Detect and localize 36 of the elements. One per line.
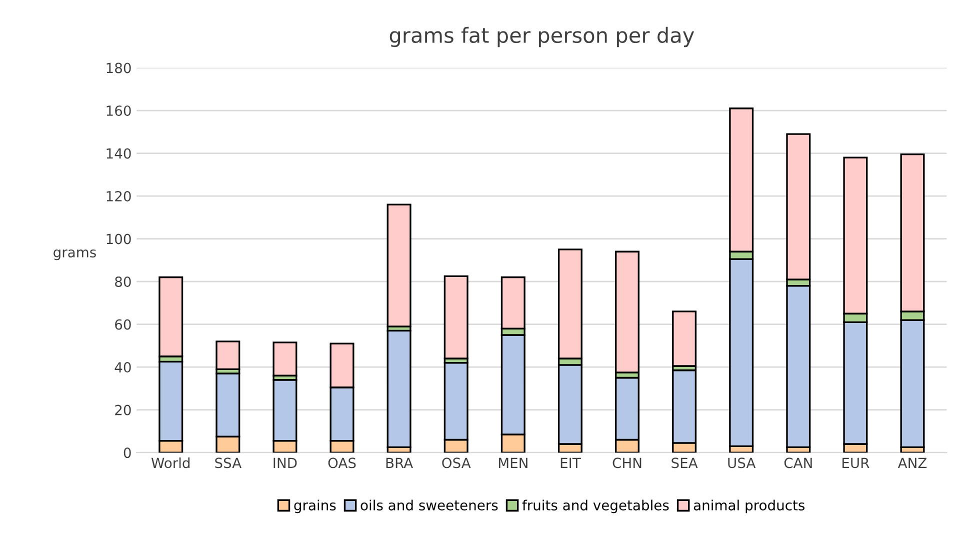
x-tick-label: BRA [386, 458, 414, 468]
x-tick-label: ANZ [898, 458, 927, 468]
x-tick-label: EUR [842, 458, 870, 468]
chart-title: grams fat per person per day [390, 26, 694, 48]
y-tick-label: 140 [106, 148, 131, 159]
bar [386, 330, 412, 448]
x-tick-label: IND [274, 458, 297, 468]
x-tick-label: MEN [498, 458, 528, 468]
bar [216, 340, 240, 370]
x-tick-label: CHN [612, 458, 642, 468]
legend-label: grains [294, 500, 336, 514]
x-tick-label: EIT [560, 458, 581, 468]
y-tick-label: 160 [106, 105, 131, 116]
y-tick-label: 0 [124, 448, 131, 458]
x-tick-label: SEA [672, 458, 698, 468]
y-tick-label: 60 [115, 319, 131, 330]
x-tick-label: SSA [215, 458, 242, 468]
x-tick-label: USA [728, 458, 756, 468]
bar [672, 310, 697, 367]
y-tick-label: 20 [115, 404, 131, 416]
x-tick-label: OSA [442, 458, 471, 468]
x-tick-label: OAS [328, 458, 356, 468]
bar [444, 275, 468, 360]
legend-label: oils and sweeteners [360, 500, 498, 510]
y-tick-label: 40 [114, 362, 131, 373]
legend-label: fruits and vegetables [522, 500, 669, 514]
y-tick-label: 180 [106, 62, 131, 74]
legend-label: animal products [694, 500, 805, 514]
y-tick-label: 80 [115, 276, 131, 288]
x-tick-label: World [151, 457, 190, 468]
y-axis-title: grams [54, 249, 96, 260]
bar [386, 204, 412, 328]
x-tick-label: CAN [784, 458, 812, 468]
bar [272, 342, 298, 376]
y-tick-label: 120 [106, 190, 131, 202]
y-tick-label: 100 [106, 234, 131, 244]
